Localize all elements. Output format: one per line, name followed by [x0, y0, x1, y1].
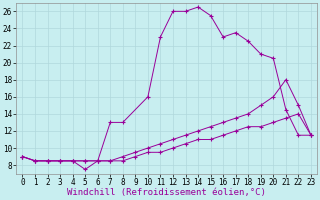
- X-axis label: Windchill (Refroidissement éolien,°C): Windchill (Refroidissement éolien,°C): [67, 188, 266, 197]
